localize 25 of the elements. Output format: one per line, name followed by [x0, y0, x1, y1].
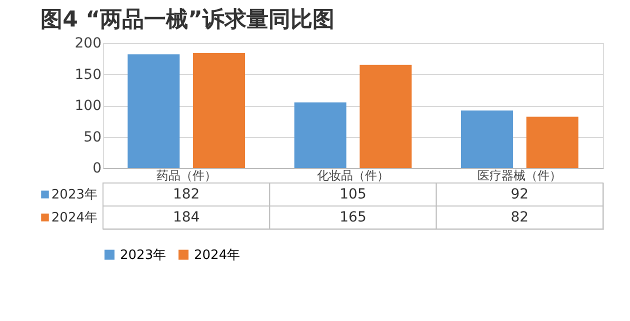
data-label: 105 — [340, 186, 366, 202]
data-label: 165 — [340, 210, 366, 226]
legend-label: 2024年 — [194, 248, 240, 263]
x-tick-label: 药品（件） — [156, 168, 216, 182]
bar — [360, 64, 412, 168]
y-tick-label: 100 — [74, 98, 102, 114]
text: 2024年 — [51, 210, 98, 226]
bar — [128, 54, 180, 168]
x-tick-label: 医疗器械（件） — [478, 168, 562, 182]
data-label: 182 — [172, 186, 200, 202]
text: 2023年 — [120, 248, 166, 263]
data-label: 184 — [172, 210, 200, 226]
data-label: 92 — [510, 186, 529, 202]
bar — [460, 110, 513, 168]
bar — [193, 53, 246, 168]
y-tick-label: 50 — [84, 129, 102, 146]
legend-label: 2023年 — [51, 188, 98, 202]
bar — [294, 102, 346, 168]
y-tick-label: 0 — [92, 160, 102, 176]
data-label: 82 — [510, 210, 529, 226]
y-tick-label: 200 — [74, 36, 102, 52]
chart-title: 图4 “两品一械”诉求量同比图 — [40, 8, 335, 32]
bar — [526, 116, 578, 168]
y-tick-label: 150 — [74, 66, 102, 83]
x-tick-label: 化妆品（件） — [317, 168, 389, 182]
